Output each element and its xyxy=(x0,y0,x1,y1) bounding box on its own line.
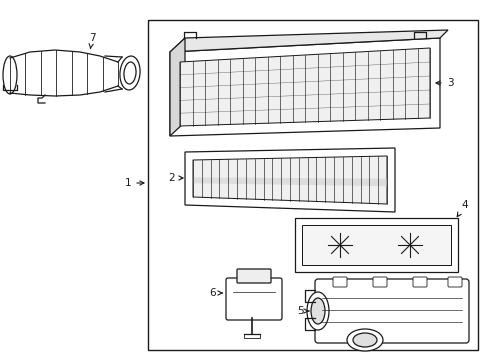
FancyBboxPatch shape xyxy=(237,269,270,283)
Ellipse shape xyxy=(306,292,328,330)
Polygon shape xyxy=(302,225,450,265)
Text: 6: 6 xyxy=(209,288,222,298)
FancyBboxPatch shape xyxy=(447,277,461,287)
Polygon shape xyxy=(184,148,394,212)
Ellipse shape xyxy=(3,56,17,94)
FancyBboxPatch shape xyxy=(372,277,386,287)
Polygon shape xyxy=(294,218,457,272)
FancyBboxPatch shape xyxy=(314,279,468,343)
FancyBboxPatch shape xyxy=(332,277,346,287)
Polygon shape xyxy=(193,156,386,204)
Ellipse shape xyxy=(310,298,325,324)
Polygon shape xyxy=(180,48,429,126)
Ellipse shape xyxy=(352,333,376,347)
Polygon shape xyxy=(193,177,386,186)
Text: 2: 2 xyxy=(168,173,183,183)
Polygon shape xyxy=(170,38,439,136)
Polygon shape xyxy=(170,30,447,52)
Text: 7: 7 xyxy=(88,33,95,49)
Ellipse shape xyxy=(120,56,140,90)
Bar xyxy=(148,20,477,350)
Ellipse shape xyxy=(346,329,382,351)
Text: 5: 5 xyxy=(296,306,308,316)
Ellipse shape xyxy=(123,62,136,84)
FancyBboxPatch shape xyxy=(412,277,426,287)
Text: 1: 1 xyxy=(124,178,143,188)
Polygon shape xyxy=(170,38,184,136)
Text: 4: 4 xyxy=(456,200,468,217)
FancyBboxPatch shape xyxy=(225,278,282,320)
Text: 3: 3 xyxy=(435,78,452,88)
